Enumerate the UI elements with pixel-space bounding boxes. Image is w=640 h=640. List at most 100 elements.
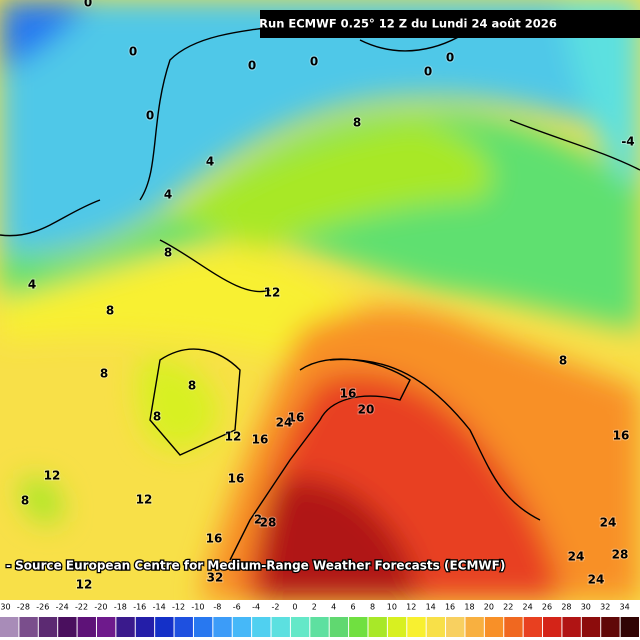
scale-tick-label: 34 [620,603,630,612]
scale-tick-label: 8 [370,603,375,612]
scale-tick-label: -22 [75,603,88,612]
scale-swatch [193,617,213,637]
scale-tick-label: 4 [331,603,336,612]
scale-swatch [174,617,193,637]
scale-swatch [407,617,426,637]
temperature-field: Run ECMWF 0.25° 12 Z du Lundi 24 août 20… [0,0,640,600]
scale-swatch [329,617,349,637]
contour-label: 0 [310,55,318,69]
contour-label: 8 [100,367,108,381]
contour-label: 24 [276,416,293,430]
contour-label: 24 [588,573,605,587]
contour-label: 12 [136,493,153,507]
contour-label: 8 [106,304,114,318]
scale-tick-label: 16 [445,603,455,612]
contour-label: 0 [446,51,454,65]
scale-swatch [58,617,77,637]
scale-swatch [19,617,38,637]
scale-tick-label: 24 [523,603,533,612]
contour-label: 8 [188,379,196,393]
contour-label: 0 [84,0,92,10]
scale-tick-label: -18 [114,603,127,612]
contour-label: 4 [164,188,172,202]
scale-swatch [504,617,523,637]
contour-label: 16 [613,429,630,443]
scale-swatch [601,617,620,637]
scale-swatch [620,617,639,637]
contour-label: 0 [424,65,432,79]
contour-label: 0 [248,59,256,73]
contour-label: 4 [206,155,214,169]
scale-tick-label: -28 [17,603,30,612]
contour-label: 28 [612,548,629,562]
contour-label: 4 [28,278,36,292]
scale-tick-label: 26 [542,603,552,612]
contour-label: 12 [225,430,242,444]
scale-tick-label: 20 [484,603,494,612]
scale-swatch [155,617,174,637]
scale-swatch [426,617,446,637]
contour-label: 0 [129,45,137,59]
scale-tick-label: 12 [406,603,416,612]
contour-label: 20 [358,403,375,417]
contour-label: 8 [164,246,172,260]
scale-tick-label: -24 [56,603,69,612]
scale-swatch [290,617,310,637]
scale-tick-label: -20 [94,603,107,612]
contour-label: 16 [228,472,245,486]
scale-swatch [232,617,252,637]
contour-label: 16 [288,411,305,425]
scale-tick-label: 10 [387,603,397,612]
color-scale: -30-28-26-24-22-20-18-16-14-12-10-8-6-4-… [0,603,639,637]
contour-label: 0 [146,109,154,123]
scale-swatch [135,617,155,637]
contour-label: 8 [21,494,29,508]
contour-label: 24 [568,550,585,564]
source: - Source European Centre for Medium-Rang… [6,559,505,573]
contour-label: -4 [621,135,634,149]
scale-tick-label: -10 [191,603,204,612]
scale-swatch [465,617,484,637]
scale-tick-label: 0 [292,603,297,612]
coastline [0,19,640,561]
contour-label: 8 [353,116,361,130]
scale-tick-label: -12 [172,603,185,612]
contour-label: 8 [153,410,161,424]
contour-label: 2 [254,513,262,527]
scale-tick-label: -4 [252,603,260,612]
contour-label: 12 [44,469,61,483]
contour-label: 8 [559,354,567,368]
scale-swatch [523,617,543,637]
scale-tick-label: 18 [464,603,474,612]
scale-swatch [562,617,581,637]
scale-tick-label: -8 [213,603,221,612]
contour-label: 16 [206,532,223,546]
scale-swatch [387,617,407,637]
scale-tick-label: 32 [600,603,610,612]
scale-tick-label: 30 [581,603,591,612]
scale-swatch [77,617,96,637]
scale-tick-label: 2 [312,603,317,612]
scale-swatch [38,617,58,637]
scale-swatch [213,617,232,637]
scale-swatch [581,617,601,637]
scale-swatch [116,617,135,637]
scale-tick-label: -2 [272,603,280,612]
scale-tick-label: 14 [426,603,436,612]
scale-tick-label: -30 [0,603,11,612]
scale-tick-label: -6 [233,603,241,612]
scale-swatch [310,617,329,637]
scale-tick-label: 22 [503,603,513,612]
contour-label: 28 [260,516,277,530]
title: Run ECMWF 0.25° 12 Z du Lundi 24 août 20… [259,17,557,31]
title-box [260,10,640,38]
scale-swatch [349,617,368,637]
scale-swatch [252,617,271,637]
scale-tick-label: -14 [153,603,166,612]
scale-swatch [446,617,465,637]
contour-label: 24 [600,516,617,530]
scale-tick-label: 28 [561,603,571,612]
contour-label: 32 [207,571,224,585]
